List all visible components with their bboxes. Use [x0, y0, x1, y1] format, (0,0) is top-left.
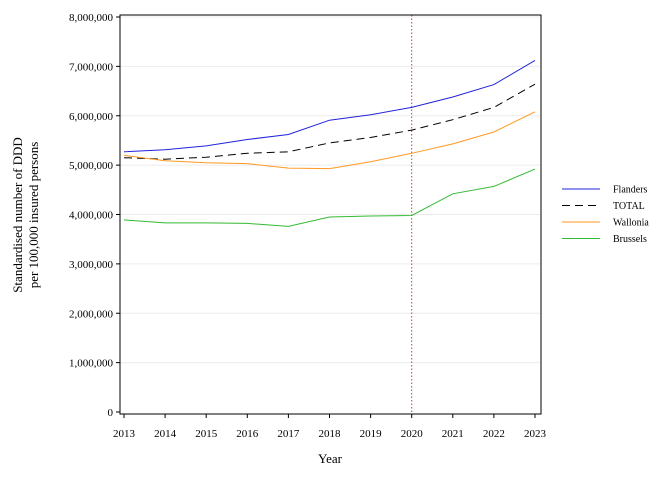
x-tick-label: 2014 [154, 428, 177, 440]
series-line-total [123, 83, 536, 160]
series-lines [123, 59, 536, 227]
legend-label-flanders: Flanders [613, 185, 648, 196]
x-tick-label: 2015 [195, 428, 218, 440]
x-tick-label: 2016 [236, 428, 259, 440]
y-tick-label: 2,000,000 [69, 308, 114, 320]
series-line-brussels [123, 168, 536, 227]
x-axis: 2013 2014 2015 2016 2017 2018 2019 2020 2021 2022… [113, 414, 547, 440]
x-tick-label: 2017 [277, 428, 300, 440]
series-line-flanders [123, 59, 536, 153]
x-tick-label: 2021 [442, 428, 464, 440]
x-tick-label: 2013 [113, 428, 136, 440]
y-tick-label: 7,000,000 [69, 61, 114, 73]
x-tick-label: 2020 [401, 428, 424, 440]
y-tick-label: 6,000,000 [69, 111, 114, 123]
legend: Flanders TOTAL Wallonia Brussels [562, 185, 649, 245]
y-tick-label: 4,000,000 [69, 210, 114, 222]
legend-label-wallonia: Wallonia [613, 218, 649, 229]
grid-lines [120, 16, 541, 364]
y-tick-label: 3,000,000 [69, 259, 114, 271]
y-axis-title-line-2: per 100,000 insured persons [26, 142, 41, 289]
x-tick-label: 2022 [483, 428, 505, 440]
y-tick-label: 0 [108, 407, 114, 419]
x-tick-label: 2023 [524, 428, 547, 440]
x-tick-label: 2018 [319, 428, 342, 440]
y-tick-label: 5,000,000 [69, 160, 114, 172]
y-tick-label: 8,000,000 [69, 12, 114, 24]
y-axis: 0 1,000,000 2,000,000 3,000,000 4,000,000 5,0… [69, 12, 120, 419]
y-tick-label: 1,000,000 [69, 358, 114, 370]
legend-label-brussels: Brussels [613, 234, 647, 245]
series-line-wallonia [123, 111, 536, 170]
y-axis-title-line-1: Standardised number of DDD [10, 137, 25, 293]
x-axis-title: Year [318, 451, 343, 466]
x-tick-label: 2019 [360, 428, 383, 440]
legend-label-total: TOTAL [613, 201, 645, 212]
